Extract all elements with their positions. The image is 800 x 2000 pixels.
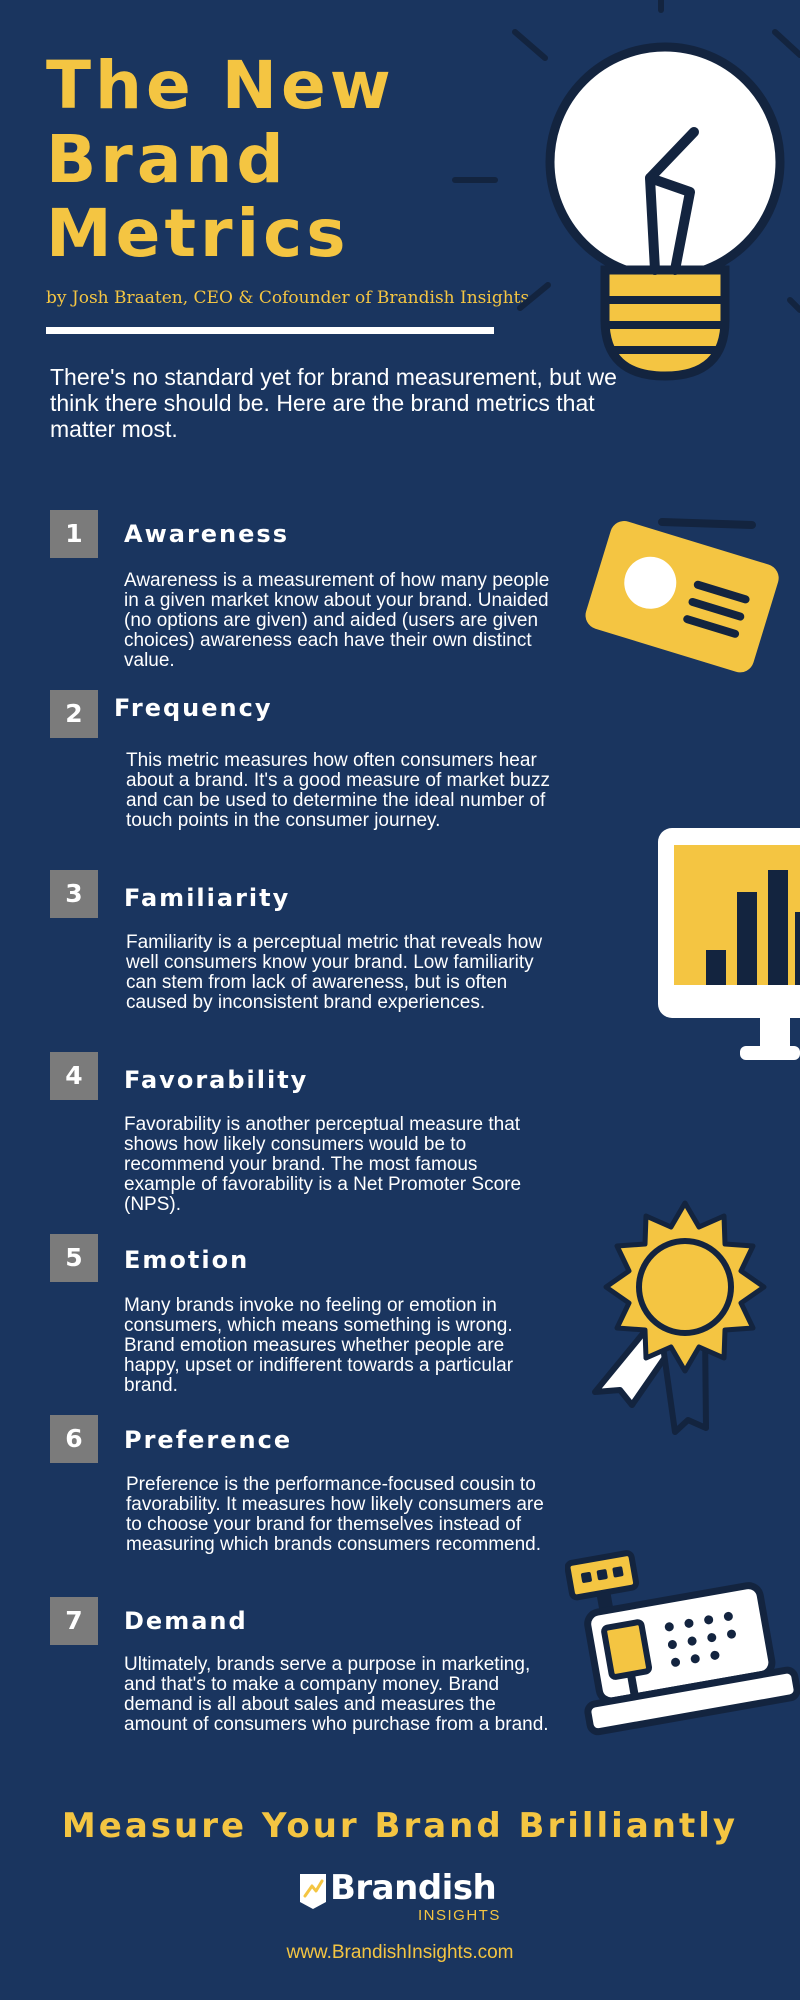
metric-title-5: Emotion <box>124 1246 250 1274</box>
lightbulb-icon <box>452 0 800 381</box>
metric-title-7: Demand <box>124 1607 248 1635</box>
metric-title-3: Familiarity <box>124 884 291 912</box>
title-line-2: Brand <box>46 121 288 198</box>
metric-description-5: Many brands invoke no feeling or emotion… <box>124 1295 514 1396</box>
metric-number-3: 3 <box>50 870 98 918</box>
byline: by Josh Braaten, CEO & Cofounder of Bran… <box>46 288 530 308</box>
website-link[interactable]: www.BrandishInsights.com <box>286 1942 514 1963</box>
title-line-1: The New <box>46 47 395 124</box>
metric-number-1: 1 <box>50 510 98 558</box>
metric-number-5: 5 <box>50 1234 98 1282</box>
brandish-logo-mark-icon <box>300 1874 326 1909</box>
metric-number-7: 7 <box>50 1597 98 1645</box>
brand-logo-text: Brandish <box>330 1868 497 1908</box>
metric-title-2: Frequency <box>114 694 273 722</box>
metric-description-3: Familiarity is a perceptual metric that … <box>126 932 543 1013</box>
metric-description-7: Ultimately, brands serve a purpose in ma… <box>124 1654 549 1735</box>
cash-register-icon <box>565 1550 800 1736</box>
id-card-icon <box>585 518 779 673</box>
title-divider <box>46 327 494 334</box>
metric-title-1: Awareness <box>124 520 289 548</box>
metric-description-2: This metric measures how often consumers… <box>126 750 550 831</box>
metric-number-4: 4 <box>50 1052 98 1100</box>
metric-title-4: Favorability <box>124 1066 309 1094</box>
intro-text: There's no standard yet for brand measur… <box>50 364 617 442</box>
metric-title-6: Preference <box>124 1426 293 1454</box>
metric-number-6: 6 <box>50 1415 98 1463</box>
brand-logo-subtext: INSIGHTS <box>418 1907 501 1924</box>
metric-description-1: Awareness is a measurement of how many p… <box>124 570 550 671</box>
tagline: Measure Your Brand Brilliantly <box>61 1806 739 1846</box>
monitor-chart-icon <box>658 828 800 1060</box>
metric-description-6: Preference is the performance-focused co… <box>126 1474 544 1555</box>
title-line-3: Metrics <box>46 195 350 272</box>
metric-description-4: Favorability is another perceptual measu… <box>124 1114 522 1215</box>
metric-number-2: 2 <box>50 690 98 738</box>
award-ribbon-icon <box>592 1200 767 1435</box>
